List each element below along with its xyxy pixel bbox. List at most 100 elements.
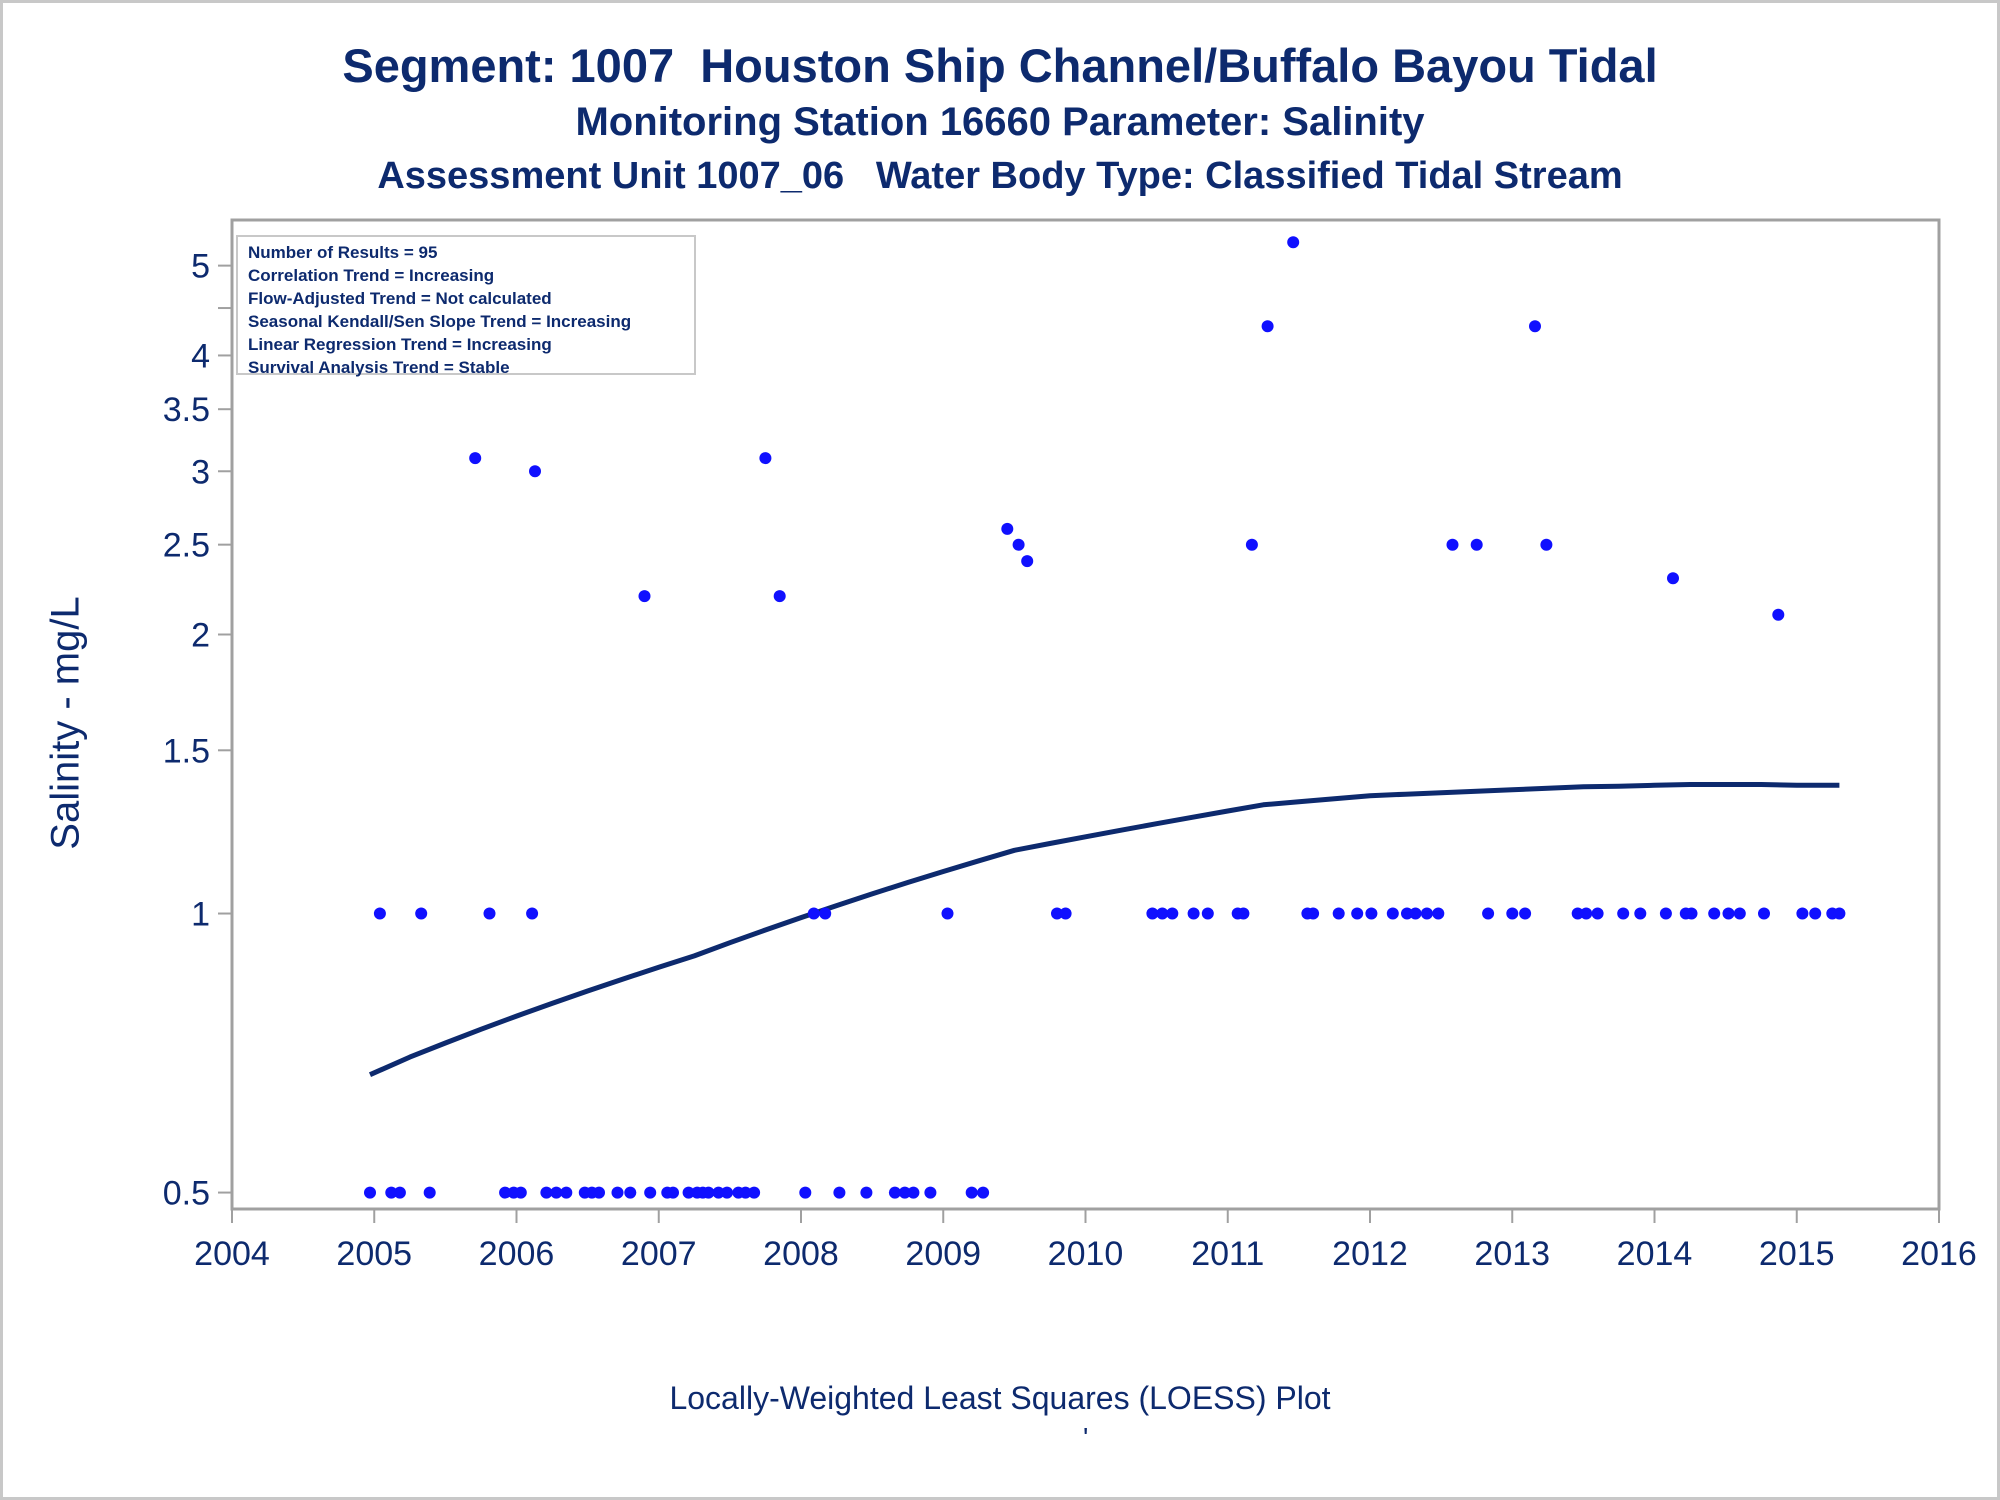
data-point bbox=[682, 1186, 695, 1199]
data-point bbox=[1012, 538, 1025, 551]
data-point bbox=[1506, 907, 1519, 920]
data-point bbox=[373, 907, 386, 920]
x-tick-label: 2013 bbox=[1474, 1235, 1550, 1273]
data-point bbox=[1580, 907, 1593, 920]
x-tick-label: 2005 bbox=[336, 1235, 412, 1273]
data-point bbox=[1365, 907, 1378, 920]
data-point bbox=[1245, 538, 1258, 551]
data-point bbox=[1307, 907, 1320, 920]
data-point bbox=[1201, 907, 1214, 920]
data-point bbox=[799, 1186, 812, 1199]
y-tick-label: 4 bbox=[191, 337, 210, 375]
y-tick-label: 0.5 bbox=[163, 1175, 210, 1213]
data-point bbox=[721, 1186, 733, 1199]
chart-subtitle: Monitoring Station 16660 Parameter: Sali… bbox=[575, 100, 1425, 144]
data-point bbox=[1187, 907, 1200, 920]
data-point bbox=[941, 907, 954, 920]
stats-line: Survival Analysis Trend = Stable bbox=[248, 358, 510, 377]
data-point bbox=[1634, 907, 1647, 920]
data-point bbox=[965, 1186, 978, 1199]
data-point bbox=[415, 907, 428, 920]
data-point bbox=[888, 1186, 901, 1199]
data-point bbox=[1809, 907, 1822, 920]
data-point bbox=[860, 1186, 873, 1199]
data-point bbox=[1482, 907, 1495, 920]
y-tick-label: 1 bbox=[191, 896, 210, 934]
points-layer bbox=[364, 236, 1846, 1199]
data-point bbox=[644, 1186, 657, 1199]
data-point bbox=[499, 1186, 512, 1199]
data-point bbox=[423, 1186, 436, 1199]
data-point bbox=[712, 1186, 725, 1199]
data-point bbox=[773, 590, 786, 603]
data-point bbox=[1796, 907, 1809, 920]
data-point bbox=[1591, 907, 1604, 920]
data-point bbox=[1659, 907, 1672, 920]
data-point bbox=[364, 1186, 376, 1199]
x-axis: 2004 2005 2006 2007 2008 2009 2010 2011 2012 2013… bbox=[194, 1209, 1977, 1273]
x-tick-label: 2015 bbox=[1759, 1235, 1835, 1273]
y-tick-label: 5 bbox=[191, 248, 210, 286]
y-tick-label: 3.5 bbox=[163, 391, 210, 429]
data-point bbox=[1051, 907, 1063, 920]
chart-subtitle-2: Assessment Unit 1007_06 Water Body Type:… bbox=[377, 155, 1623, 197]
data-point bbox=[514, 1186, 527, 1199]
footnote: Locally-Weighted Least Squares (LOESS) P… bbox=[669, 1380, 1331, 1416]
data-point bbox=[593, 1186, 605, 1199]
stats-box: Number of Results = 95 Correlation Trend… bbox=[236, 235, 696, 377]
data-point bbox=[1021, 555, 1034, 568]
data-point bbox=[924, 1186, 937, 1199]
data-point bbox=[898, 1186, 911, 1199]
data-point bbox=[1432, 907, 1445, 920]
data-point bbox=[1261, 320, 1274, 333]
data-point bbox=[1519, 907, 1532, 920]
data-point bbox=[1420, 907, 1433, 920]
stats-line: Flow-Adjusted Trend = Not calculated bbox=[248, 289, 552, 308]
data-point bbox=[1146, 907, 1159, 920]
data-point bbox=[739, 1186, 752, 1199]
data-point bbox=[1772, 608, 1785, 621]
data-point bbox=[385, 1186, 398, 1199]
data-point bbox=[1386, 907, 1399, 920]
data-point bbox=[1667, 572, 1679, 585]
data-point bbox=[1237, 907, 1250, 920]
data-point bbox=[1351, 907, 1364, 920]
data-point bbox=[1166, 907, 1179, 920]
data-point bbox=[667, 1186, 679, 1199]
data-point bbox=[1571, 907, 1584, 920]
data-point bbox=[529, 465, 541, 478]
data-point bbox=[638, 590, 651, 603]
data-point bbox=[1733, 907, 1746, 920]
data-point bbox=[1001, 522, 1014, 535]
stats-line: Number of Results = 95 bbox=[248, 243, 438, 262]
data-point bbox=[1287, 236, 1300, 249]
x-tick-label: 2014 bbox=[1617, 1235, 1693, 1273]
chart-title: Segment: 1007 Houston Ship Channel/Buffa… bbox=[342, 39, 1658, 92]
data-point bbox=[526, 907, 539, 920]
x-tick-label: 2007 bbox=[621, 1235, 697, 1273]
data-point bbox=[393, 1186, 406, 1199]
loess-line bbox=[368, 782, 1840, 1077]
data-point bbox=[560, 1186, 573, 1199]
x-tick-label: 2008 bbox=[763, 1235, 839, 1273]
y-tick-label: 2.5 bbox=[163, 527, 210, 565]
x-tick-label: 2009 bbox=[905, 1235, 981, 1273]
data-point bbox=[1708, 907, 1721, 920]
data-point bbox=[977, 1186, 990, 1199]
data-point bbox=[748, 1186, 761, 1199]
data-point bbox=[483, 907, 496, 920]
data-point bbox=[759, 452, 772, 465]
y-tick-label: 2 bbox=[191, 616, 210, 654]
loess-layer bbox=[368, 782, 1840, 1077]
data-point bbox=[1409, 907, 1422, 920]
x-tick-label: 2006 bbox=[479, 1235, 555, 1273]
data-point bbox=[1529, 320, 1541, 333]
y-axis: 0.5 1 1.5 2 2.5 3 3.5 4 5 bbox=[163, 248, 232, 1213]
data-point bbox=[1332, 907, 1345, 920]
data-point bbox=[1722, 907, 1735, 920]
data-point bbox=[1758, 907, 1770, 920]
data-point bbox=[1446, 538, 1459, 551]
x-tick-label: 2012 bbox=[1332, 1235, 1408, 1273]
data-point bbox=[1685, 907, 1698, 920]
